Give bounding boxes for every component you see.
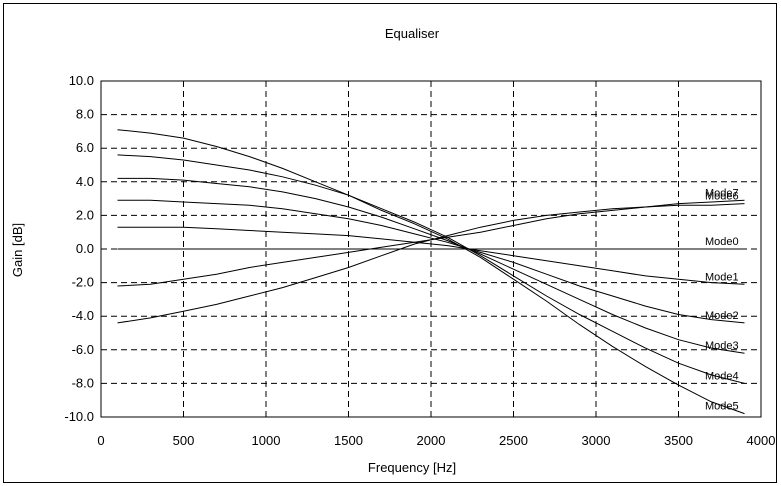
y-axis-label: Gain [dB] (10, 223, 25, 277)
series-line-mode7 (117, 199, 745, 287)
series-line-mode1 (117, 226, 745, 285)
y-tick-label: -6.0 (72, 342, 94, 357)
y-tick-label: -4.0 (72, 308, 94, 323)
chart-title: Equaliser (385, 26, 440, 41)
x-axis-label: Frequency [Hz] (368, 460, 456, 475)
series-label-mode4: Mode4 (705, 370, 739, 382)
series-line-mode5 (117, 129, 745, 415)
y-tick-labels: 10.0 8.0 6.0 4.0 2.0 0.0 -2.0 -4.0 -6.0 -8.0 -10.0 (64, 73, 94, 424)
y-tick-label: 4.0 (76, 174, 94, 189)
series-lines (117, 129, 745, 415)
chart-frame (3, 3, 777, 483)
x-tick-label: 3500 (664, 433, 693, 448)
plot-area (100, 80, 762, 418)
series-label-mode0: Mode0 (705, 236, 739, 248)
x-tick-labels: 0 500 1000 1500 2000 2500 3000 3500 4000 (97, 433, 775, 448)
x-tick-label: 4000 (747, 433, 776, 448)
y-tick-label: 6.0 (76, 140, 94, 155)
y-tick-label: 0.0 (76, 241, 94, 256)
series-line-mode3 (117, 177, 745, 354)
x-tick-label: 500 (173, 433, 195, 448)
y-tick-label: 10.0 (69, 73, 94, 88)
y-tick-label: 2.0 (76, 207, 94, 222)
x-tick-label: 1000 (252, 433, 281, 448)
y-tick-label: -10.0 (64, 409, 94, 424)
y-tick-label: -8.0 (72, 375, 94, 390)
y-tick-label: -2.0 (72, 275, 94, 290)
series-label-mode2: Mode2 (705, 310, 739, 322)
y-tick-label: 8.0 (76, 107, 94, 122)
x-tick-label: 2500 (499, 433, 528, 448)
series-label-mode6: Mode6 (705, 191, 739, 203)
series-label-mode1: Mode1 (705, 271, 739, 283)
x-tick-label: 1500 (334, 433, 363, 448)
series-label-mode7: Mode7 (705, 187, 739, 199)
series-line-mode2 (117, 199, 745, 324)
series-line-mode4 (117, 154, 745, 384)
series-label-mode3: Mode3 (705, 340, 739, 352)
x-tick-label: 0 (97, 433, 104, 448)
series-label-mode5: Mode5 (705, 401, 739, 413)
x-tick-label: 3000 (582, 433, 611, 448)
x-tick-label: 2000 (417, 433, 446, 448)
